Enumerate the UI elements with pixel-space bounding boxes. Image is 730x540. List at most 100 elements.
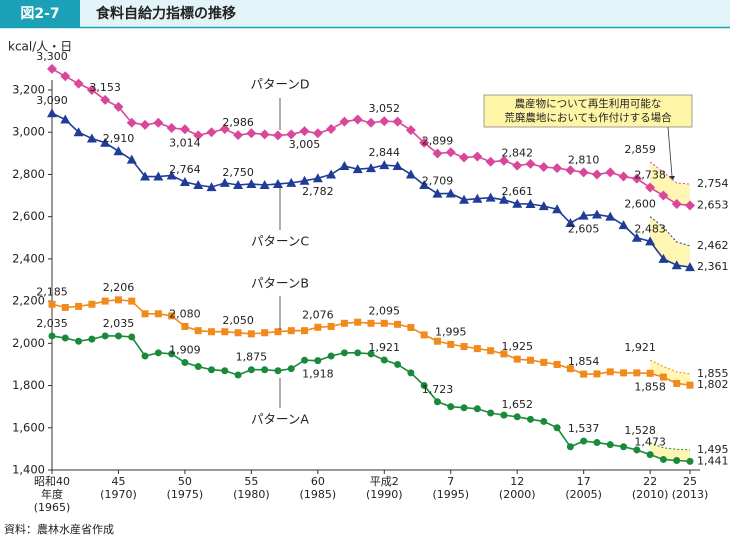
- marker: [631, 173, 642, 184]
- marker: [287, 327, 295, 335]
- series-name: パターンA: [251, 412, 309, 427]
- marker: [394, 320, 402, 328]
- marker: [673, 457, 681, 464]
- data-label: 2,986: [222, 116, 254, 129]
- x-tick-label: 年度: [41, 487, 63, 501]
- y-tick-label: 2,200: [12, 294, 45, 308]
- marker: [247, 330, 255, 338]
- marker: [208, 328, 215, 336]
- marker: [459, 152, 470, 163]
- marker: [246, 178, 257, 188]
- marker: [153, 117, 164, 128]
- marker: [419, 137, 430, 148]
- marker: [339, 161, 350, 170]
- marker: [646, 451, 654, 459]
- marker: [367, 319, 375, 327]
- extension-label: 2,754: [697, 177, 729, 190]
- marker: [339, 116, 350, 127]
- data-label: 2,738: [634, 169, 666, 182]
- y-tick-label: 1,400: [12, 463, 45, 477]
- marker: [326, 124, 337, 135]
- data-label: 1,875: [236, 351, 268, 364]
- x-tick-label: (1990): [366, 488, 403, 501]
- marker: [181, 359, 189, 367]
- data-label: 2,605: [568, 223, 600, 236]
- series-line: [51, 112, 691, 268]
- marker: [286, 177, 297, 187]
- extension-label: 2,600: [624, 198, 656, 211]
- marker: [340, 349, 348, 357]
- marker: [591, 169, 602, 180]
- x-tick-label: (1995): [432, 488, 469, 501]
- marker: [686, 381, 694, 389]
- data-label: 1,925: [501, 340, 533, 353]
- marker: [272, 130, 283, 141]
- marker: [48, 332, 56, 340]
- marker: [618, 171, 629, 182]
- data-label: 2,080: [169, 307, 201, 320]
- marker: [593, 370, 601, 378]
- marker: [605, 167, 616, 178]
- y-tick-label: 2,800: [12, 167, 45, 181]
- marker: [405, 125, 416, 136]
- extension-label: 1,495: [697, 443, 729, 456]
- extension-band: [650, 216, 690, 268]
- marker: [286, 129, 297, 140]
- marker: [459, 194, 470, 204]
- marker: [527, 356, 534, 364]
- marker: [75, 302, 83, 310]
- marker: [128, 297, 136, 305]
- marker: [181, 322, 189, 330]
- data-label: 1,473: [634, 436, 666, 449]
- x-tick-label: (2005): [565, 488, 602, 501]
- data-label: 3,005: [289, 138, 321, 151]
- marker: [47, 108, 57, 118]
- marker: [114, 332, 122, 340]
- extension-label: 1,528: [624, 424, 656, 437]
- marker: [314, 323, 322, 331]
- data-label: 2,899: [422, 135, 454, 148]
- marker: [75, 337, 83, 345]
- data-label: 3,052: [369, 102, 401, 115]
- x-tick-label: (1975): [167, 488, 204, 501]
- marker: [367, 350, 375, 358]
- marker: [380, 356, 388, 364]
- extension-line: [649, 442, 691, 451]
- data-label: 2,842: [501, 147, 533, 160]
- marker: [447, 340, 455, 348]
- marker: [166, 123, 177, 133]
- series-name: パターンC: [251, 234, 309, 249]
- marker: [221, 328, 229, 336]
- marker: [114, 296, 122, 304]
- data-label: 2,910: [103, 132, 135, 145]
- annotation-text: 農産物について再生利用可能な: [515, 97, 662, 110]
- marker: [433, 398, 441, 406]
- marker: [354, 349, 362, 357]
- marker: [140, 119, 151, 130]
- y-tick-label: 1,600: [12, 420, 45, 434]
- marker: [154, 349, 162, 357]
- marker: [100, 137, 111, 147]
- data-label: 1,854: [568, 355, 600, 368]
- x-tick-label: 50: [178, 475, 192, 488]
- marker: [645, 236, 656, 246]
- marker: [646, 369, 654, 377]
- marker: [407, 369, 415, 377]
- marker: [645, 182, 656, 193]
- marker: [525, 199, 536, 208]
- x-tick-label: 平成2: [370, 475, 399, 488]
- marker: [301, 356, 309, 364]
- marker: [605, 211, 616, 221]
- series-name: パターンB: [251, 276, 309, 291]
- marker: [274, 367, 282, 375]
- marker: [352, 114, 363, 125]
- marker: [179, 124, 190, 135]
- marker: [208, 366, 215, 374]
- data-label: 2,661: [501, 185, 533, 198]
- marker: [48, 300, 56, 308]
- marker: [472, 151, 483, 162]
- marker: [405, 169, 416, 179]
- marker: [512, 160, 523, 171]
- x-tick-label: (2013): [672, 488, 709, 501]
- marker: [485, 156, 496, 167]
